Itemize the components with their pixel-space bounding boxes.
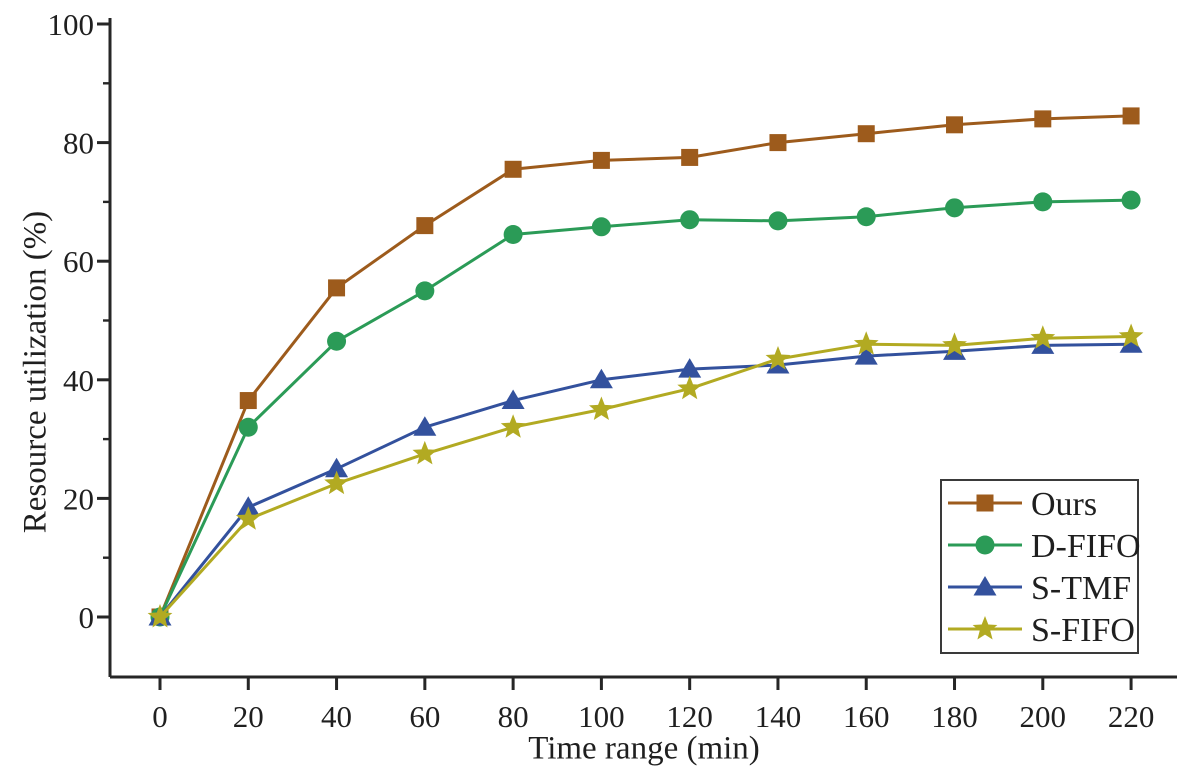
legend-marker-s-tmf <box>973 576 997 596</box>
x-tick-label: 20 <box>233 699 264 734</box>
x-tick-label: 220 <box>1108 699 1155 734</box>
marker-s-tmf <box>1031 334 1055 354</box>
marker-d-fifo <box>856 207 876 227</box>
marker-s-fifo <box>853 331 879 355</box>
marker-s-fifo <box>324 470 349 495</box>
marker-s-tmf <box>678 358 702 378</box>
marker-d-fifo <box>327 331 347 351</box>
x-tick-label: 120 <box>666 699 713 734</box>
legend-label-d-fifo: D-FIFO <box>1031 528 1141 565</box>
series-d-fifo <box>150 190 1141 627</box>
marker-s-fifo <box>589 396 614 420</box>
marker-d-fifo <box>238 417 258 437</box>
y-tick-label: 0 <box>79 600 95 635</box>
legend-label-s-fifo: S-FIFO <box>1031 612 1135 649</box>
x-tick-label: 140 <box>755 699 802 734</box>
marker-ours <box>328 279 346 297</box>
marker-s-tmf <box>501 389 525 410</box>
x-tick-label: 80 <box>498 699 529 734</box>
legend-item-ours: Ours <box>948 486 1097 523</box>
marker-s-fifo <box>1030 325 1056 349</box>
legend-label-s-tmf: S-TMF <box>1031 570 1131 607</box>
marker-s-tmf <box>413 416 437 436</box>
series-line-s-fifo <box>158 335 1132 619</box>
marker-d-fifo <box>503 225 523 245</box>
y-tick-label: 40 <box>63 363 94 398</box>
marker-s-tmf <box>325 457 349 478</box>
x-axis-title: Time range (min) <box>528 730 760 767</box>
marker-d-fifo <box>591 217 611 237</box>
marker-s-fifo <box>235 506 261 530</box>
y-tick-label: 80 <box>63 126 94 161</box>
marker-d-fifo <box>415 281 435 301</box>
marker-d-fifo <box>768 211 788 231</box>
marker-d-fifo <box>945 198 965 218</box>
series-line-d-fifo <box>158 198 1132 618</box>
x-tick-label: 60 <box>409 699 440 734</box>
x-tick-label: 160 <box>843 699 890 734</box>
legend-box <box>940 479 1139 654</box>
x-tick-label: 180 <box>931 699 978 734</box>
marker-s-fifo <box>147 604 173 628</box>
legend-marker-ours <box>976 494 994 512</box>
marker-ours <box>592 151 610 169</box>
series-ours <box>151 107 1140 626</box>
x-tick-label: 200 <box>1020 699 1067 734</box>
x-tick-label: 0 <box>152 699 168 734</box>
marker-s-tmf <box>589 368 613 389</box>
series-line-ours <box>158 114 1132 618</box>
x-tick-label: 40 <box>321 699 352 734</box>
marker-s-fifo <box>677 375 702 400</box>
series-line-s-tmf <box>158 342 1132 618</box>
marker-ours <box>416 217 434 235</box>
marker-ours <box>769 134 787 152</box>
legend-item-d-fifo: D-FIFO <box>948 528 1141 565</box>
marker-d-fifo <box>680 210 700 230</box>
y-tick-label: 60 <box>63 244 94 279</box>
marker-ours <box>1034 110 1052 128</box>
legend-marker-d-fifo <box>975 535 995 555</box>
marker-s-tmf <box>1119 333 1143 353</box>
legend: Ours D-FIFO S-TMF S-FIFO <box>940 479 1141 654</box>
legend-item-s-tmf: S-TMF <box>948 570 1131 607</box>
series-s-fifo <box>147 323 1144 628</box>
marker-ours <box>504 160 522 178</box>
legend-marker-s-fifo <box>972 616 998 640</box>
marker-ours <box>1122 107 1140 125</box>
marker-s-fifo <box>765 346 791 370</box>
y-axis-title: Resource utilization (%) <box>17 210 54 534</box>
legend-label-ours: Ours <box>1031 486 1097 523</box>
marker-d-fifo <box>1033 192 1053 212</box>
marker-s-fifo <box>942 332 967 356</box>
legend-item-s-fifo: S-FIFO <box>948 612 1135 649</box>
y-tick-label: 20 <box>63 481 94 516</box>
marker-ours <box>681 148 699 166</box>
marker-ours <box>857 125 875 143</box>
marker-s-fifo <box>412 440 438 465</box>
marker-d-fifo <box>1121 190 1141 210</box>
marker-ours <box>946 116 964 134</box>
marker-ours <box>239 392 257 410</box>
marker-s-tmf <box>854 345 878 365</box>
x-tick-label: 100 <box>578 699 625 734</box>
y-tick-label: 100 <box>48 7 95 42</box>
marker-s-fifo <box>500 414 526 438</box>
marker-s-tmf <box>236 496 260 516</box>
marker-s-fifo <box>1118 323 1144 347</box>
